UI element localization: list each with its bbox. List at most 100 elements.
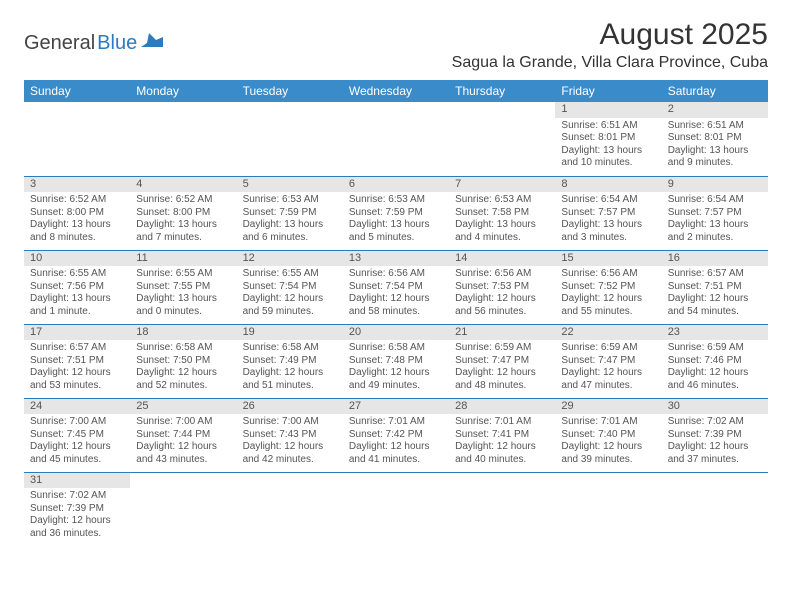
day-header: Wednesday	[343, 80, 449, 102]
daylight-text: Daylight: 12 hours and 54 minutes.	[668, 293, 762, 318]
calendar-cell: 21Sunrise: 6:59 AMSunset: 7:47 PMDayligh…	[449, 324, 555, 398]
calendar-cell: 23Sunrise: 6:59 AMSunset: 7:46 PMDayligh…	[662, 324, 768, 398]
calendar-cell	[130, 102, 236, 176]
day-header: Sunday	[24, 80, 130, 102]
calendar-cell	[130, 472, 236, 546]
daylight-text: Daylight: 13 hours and 2 minutes.	[668, 219, 762, 244]
sunrise-text: Sunrise: 6:57 AM	[30, 342, 124, 355]
calendar-week: 31Sunrise: 7:02 AMSunset: 7:39 PMDayligh…	[24, 472, 768, 546]
sunset-text: Sunset: 7:46 PM	[668, 355, 762, 368]
calendar-cell: 5Sunrise: 6:53 AMSunset: 7:59 PMDaylight…	[237, 176, 343, 250]
sunset-text: Sunset: 7:55 PM	[136, 281, 230, 294]
daylight-text: Daylight: 12 hours and 55 minutes.	[561, 293, 655, 318]
calendar-cell: 19Sunrise: 6:58 AMSunset: 7:49 PMDayligh…	[237, 324, 343, 398]
daylight-text: Daylight: 13 hours and 10 minutes.	[561, 145, 655, 170]
day-body: Sunrise: 6:56 AMSunset: 7:52 PMDaylight:…	[555, 266, 661, 322]
calendar-cell	[237, 102, 343, 176]
sunset-text: Sunset: 7:58 PM	[455, 207, 549, 220]
sunset-text: Sunset: 7:39 PM	[668, 429, 762, 442]
sunset-text: Sunset: 7:49 PM	[243, 355, 337, 368]
day-body: Sunrise: 7:02 AMSunset: 7:39 PMDaylight:…	[24, 488, 130, 544]
day-body: Sunrise: 7:01 AMSunset: 7:42 PMDaylight:…	[343, 414, 449, 470]
day-number: 31	[24, 473, 130, 489]
calendar-cell: 31Sunrise: 7:02 AMSunset: 7:39 PMDayligh…	[24, 472, 130, 546]
calendar-cell: 27Sunrise: 7:01 AMSunset: 7:42 PMDayligh…	[343, 398, 449, 472]
day-number: 18	[130, 325, 236, 341]
day-body: Sunrise: 6:54 AMSunset: 7:57 PMDaylight:…	[555, 192, 661, 248]
sunset-text: Sunset: 8:01 PM	[668, 132, 762, 145]
day-body: Sunrise: 7:01 AMSunset: 7:40 PMDaylight:…	[555, 414, 661, 470]
day-body: Sunrise: 6:59 AMSunset: 7:46 PMDaylight:…	[662, 340, 768, 396]
day-body: Sunrise: 6:58 AMSunset: 7:49 PMDaylight:…	[237, 340, 343, 396]
daylight-text: Daylight: 12 hours and 37 minutes.	[668, 441, 762, 466]
sunrise-text: Sunrise: 7:01 AM	[561, 416, 655, 429]
day-body: Sunrise: 7:01 AMSunset: 7:41 PMDaylight:…	[449, 414, 555, 470]
calendar-cell: 26Sunrise: 7:00 AMSunset: 7:43 PMDayligh…	[237, 398, 343, 472]
day-body: Sunrise: 6:58 AMSunset: 7:50 PMDaylight:…	[130, 340, 236, 396]
day-number: 19	[237, 325, 343, 341]
sunset-text: Sunset: 7:56 PM	[30, 281, 124, 294]
day-number: 15	[555, 251, 661, 267]
calendar-cell: 4Sunrise: 6:52 AMSunset: 8:00 PMDaylight…	[130, 176, 236, 250]
sunrise-text: Sunrise: 6:55 AM	[243, 268, 337, 281]
calendar-cell: 8Sunrise: 6:54 AMSunset: 7:57 PMDaylight…	[555, 176, 661, 250]
daylight-text: Daylight: 12 hours and 59 minutes.	[243, 293, 337, 318]
sunset-text: Sunset: 7:39 PM	[30, 503, 124, 516]
sunset-text: Sunset: 8:01 PM	[561, 132, 655, 145]
day-header-row: SundayMondayTuesdayWednesdayThursdayFrid…	[24, 80, 768, 102]
day-body: Sunrise: 6:55 AMSunset: 7:56 PMDaylight:…	[24, 266, 130, 322]
daylight-text: Daylight: 12 hours and 42 minutes.	[243, 441, 337, 466]
calendar-cell: 6Sunrise: 6:53 AMSunset: 7:59 PMDaylight…	[343, 176, 449, 250]
day-body: Sunrise: 6:59 AMSunset: 7:47 PMDaylight:…	[449, 340, 555, 396]
location: Sagua la Grande, Villa Clara Province, C…	[452, 54, 768, 72]
sunrise-text: Sunrise: 6:51 AM	[561, 120, 655, 133]
sunrise-text: Sunrise: 6:58 AM	[136, 342, 230, 355]
day-number: 2	[662, 102, 768, 118]
daylight-text: Daylight: 13 hours and 7 minutes.	[136, 219, 230, 244]
day-body: Sunrise: 7:00 AMSunset: 7:43 PMDaylight:…	[237, 414, 343, 470]
sunrise-text: Sunrise: 7:01 AM	[455, 416, 549, 429]
sunset-text: Sunset: 7:44 PM	[136, 429, 230, 442]
day-body: Sunrise: 6:54 AMSunset: 7:57 PMDaylight:…	[662, 192, 768, 248]
sunset-text: Sunset: 7:41 PM	[455, 429, 549, 442]
calendar-cell	[343, 102, 449, 176]
calendar-cell: 25Sunrise: 7:00 AMSunset: 7:44 PMDayligh…	[130, 398, 236, 472]
sunset-text: Sunset: 7:57 PM	[561, 207, 655, 220]
day-number: 14	[449, 251, 555, 267]
sunset-text: Sunset: 7:45 PM	[30, 429, 124, 442]
sunrise-text: Sunrise: 6:54 AM	[561, 194, 655, 207]
day-body: Sunrise: 6:52 AMSunset: 8:00 PMDaylight:…	[130, 192, 236, 248]
sunset-text: Sunset: 8:00 PM	[30, 207, 124, 220]
sunrise-text: Sunrise: 6:55 AM	[136, 268, 230, 281]
calendar-table: SundayMondayTuesdayWednesdayThursdayFrid…	[24, 80, 768, 546]
sunset-text: Sunset: 7:51 PM	[30, 355, 124, 368]
daylight-text: Daylight: 13 hours and 8 minutes.	[30, 219, 124, 244]
calendar-cell: 9Sunrise: 6:54 AMSunset: 7:57 PMDaylight…	[662, 176, 768, 250]
calendar-cell: 10Sunrise: 6:55 AMSunset: 7:56 PMDayligh…	[24, 250, 130, 324]
day-number: 16	[662, 251, 768, 267]
calendar-cell	[343, 472, 449, 546]
day-number: 30	[662, 399, 768, 415]
calendar-cell: 7Sunrise: 6:53 AMSunset: 7:58 PMDaylight…	[449, 176, 555, 250]
calendar-cell: 1Sunrise: 6:51 AMSunset: 8:01 PMDaylight…	[555, 102, 661, 176]
calendar-cell	[449, 472, 555, 546]
calendar-cell: 14Sunrise: 6:56 AMSunset: 7:53 PMDayligh…	[449, 250, 555, 324]
calendar-cell: 17Sunrise: 6:57 AMSunset: 7:51 PMDayligh…	[24, 324, 130, 398]
calendar-cell: 18Sunrise: 6:58 AMSunset: 7:50 PMDayligh…	[130, 324, 236, 398]
daylight-text: Daylight: 12 hours and 51 minutes.	[243, 367, 337, 392]
sunset-text: Sunset: 7:51 PM	[668, 281, 762, 294]
sunrise-text: Sunrise: 6:55 AM	[30, 268, 124, 281]
sunrise-text: Sunrise: 6:56 AM	[349, 268, 443, 281]
sunrise-text: Sunrise: 6:56 AM	[561, 268, 655, 281]
calendar-cell	[237, 472, 343, 546]
calendar-week: 1Sunrise: 6:51 AMSunset: 8:01 PMDaylight…	[24, 102, 768, 176]
day-body: Sunrise: 6:53 AMSunset: 7:59 PMDaylight:…	[343, 192, 449, 248]
day-number: 24	[24, 399, 130, 415]
day-number: 21	[449, 325, 555, 341]
day-number: 25	[130, 399, 236, 415]
day-body: Sunrise: 6:58 AMSunset: 7:48 PMDaylight:…	[343, 340, 449, 396]
day-body: Sunrise: 6:55 AMSunset: 7:55 PMDaylight:…	[130, 266, 236, 322]
sunrise-text: Sunrise: 6:54 AM	[668, 194, 762, 207]
logo: GeneralBlue	[24, 18, 163, 55]
day-body: Sunrise: 6:53 AMSunset: 7:59 PMDaylight:…	[237, 192, 343, 248]
